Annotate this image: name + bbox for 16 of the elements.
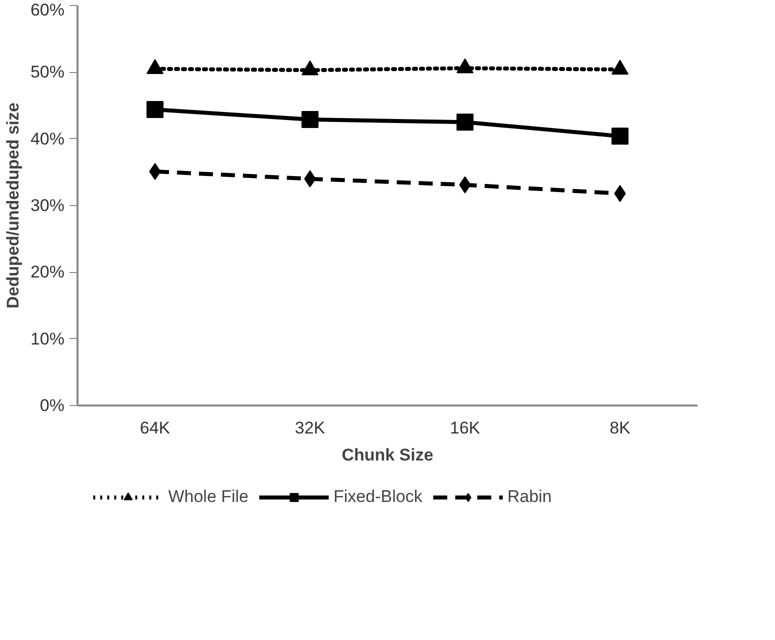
legend-label: Fixed-Block	[334, 487, 422, 507]
legend-label: Whole File	[168, 487, 249, 507]
x-tick-label: 8K	[610, 418, 632, 438]
y-tick-label: 40%	[30, 129, 65, 148]
y-tick-label: 20%	[30, 262, 65, 282]
x-axis-title: Chunk Size	[342, 446, 434, 464]
y-tick-label: 30%	[30, 196, 65, 215]
y-tick-label: 0%	[40, 396, 65, 415]
x-tick-label: 64K	[140, 418, 171, 438]
y-tick-label: 10%	[30, 329, 65, 348]
x-tick-label: 32K	[294, 418, 326, 438]
legend-label: Rabin	[507, 487, 552, 507]
y-axis-title: Deduped/undeduped size	[3, 102, 22, 308]
y-tick-label: 60%	[30, 0, 65, 20]
x-tick-label: 16K	[450, 418, 481, 438]
y-tick-label: 50%	[30, 62, 65, 82]
